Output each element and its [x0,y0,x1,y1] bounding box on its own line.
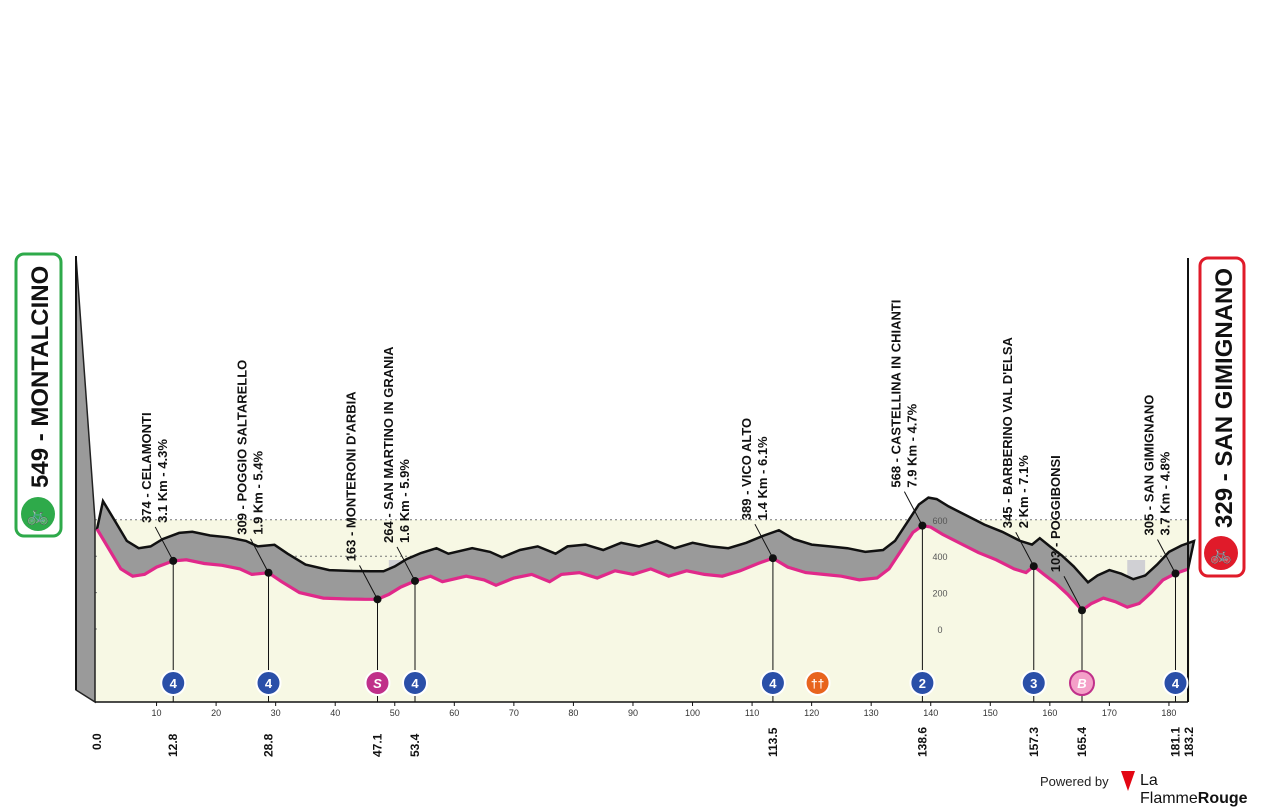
x-tick-label: 50 [390,708,400,718]
x-tick-label: 180 [1161,708,1176,718]
marker-4-badge [1162,670,1189,696]
marker-S-label: S [373,676,382,691]
start-wedge [75,255,96,704]
marker-4-label: 4 [170,676,178,691]
x-tick-label: 110 [745,708,759,718]
point-leader [1063,576,1083,611]
point-leader [1015,531,1035,567]
marker-B-label: B [1077,676,1086,691]
altitude-tick-label: 200 [932,589,947,599]
marker-4-label: 4 [1172,676,1180,691]
marker-4-label: 4 [769,676,777,691]
marker-4-label: 4 [265,676,273,691]
point-leader [359,565,378,600]
finish-box: 329 - SAN GIMIGNANO 🚲 [1198,256,1246,578]
point-km-label: 157.3 [1027,727,1041,757]
marker-2-label: 2 [919,676,926,691]
x-tick-label: 30 [271,708,281,718]
x-tick-label: 120 [804,708,819,718]
marker-3-badge [1020,670,1047,696]
x-tick-label: 80 [568,708,578,718]
x-tick-label: 150 [983,708,998,718]
feed-zone-marker [804,670,831,696]
point-leader [903,491,923,526]
point-name-label: 309 - POGGIO SALTARELLO [235,360,250,535]
fork-knife-icon: †† [811,677,824,691]
marker-3-label: 3 [1030,676,1037,691]
finish-km: 183.2 [1182,727,1196,757]
point-km-label: 138.6 [915,727,929,757]
point-leader [250,538,269,573]
finish-label: 329 - SAN GIMIGNANO [1211,268,1238,528]
marker-2-badge [909,670,936,696]
point-name-label: 163 - MONTERONI D'ARBIA [343,391,358,562]
profile-area [97,525,1188,702]
altitude-tick-label: 400 [932,552,947,562]
cyclist-start-icon [21,497,55,531]
point-detail-label: 2 Km - 7.1% [1016,455,1031,528]
marker-4-badge [759,670,786,696]
marker-4-badge [160,670,187,696]
brand-light: La Flamme [1140,772,1198,807]
x-tick-label: 160 [1042,708,1057,718]
bike-glyph: 🚲 [27,505,49,525]
flamme-rouge-logo-icon [1121,771,1135,791]
marker-S-badge [364,670,391,696]
x-tick-label: 60 [449,708,459,718]
brand-bold: Rouge [1197,790,1248,807]
point-leader [1157,539,1176,574]
route-markers: 4 4 S 4 4 †† 2 3 B 4 [160,670,1189,696]
start-km: 0.0 [90,733,104,750]
marker-4-badge [402,670,429,696]
start-box: 549 - MONTALCINO 🚲 [14,252,63,538]
point-leader [154,526,174,562]
x-tick-label: 140 [923,708,938,718]
point-detail-label: 7.9 Km - 4.7% [904,403,919,487]
point-name-label: 305 - SAN GIMIGNANO [1141,395,1156,536]
altitude-tick-label: 0 [937,625,942,635]
marker-4-label: 4 [411,676,419,691]
start-label: 549 - MONTALCINO [27,266,54,488]
point-name-label: 103 - POGGIBONSI [1048,455,1063,572]
point-km-label: 47.1 [370,733,384,757]
marker-B-badge [1068,670,1095,696]
point-km-label: 165.4 [1075,727,1089,757]
point-detail-label: 3.7 Km - 4.8% [1157,451,1172,535]
point-km-label: 53.4 [408,733,422,757]
x-tick-label: 130 [864,708,879,718]
x-tick-label: 20 [211,708,221,718]
point-name-label: 374 - CELAMONTI [139,412,154,523]
x-axis-ticks: 10 20 30 40 50 60 70 80 90 100 110 120 130 140 150 160 1… [152,702,1176,718]
point-leader [754,523,774,559]
altitude-tick-label: 600 [932,516,947,526]
x-tick-label: 170 [1102,708,1117,718]
marker-4-badge [255,670,282,696]
point-name-label: 568 - CASTELLINA IN CHIANTI [888,300,903,488]
point-km-label: 181.1 [1168,727,1182,757]
point-name-label: 389 - VICO ALTO [739,418,754,520]
point-km-label: 113.5 [766,727,780,757]
x-tick-label: 40 [330,708,340,718]
point-km-label: 28.8 [262,733,276,757]
x-tick-label: 90 [628,708,638,718]
route-points: 12.8 374 - CELAMONTI 3.1 Km - 4.3% 28.8 309 … [139,300,1182,757]
altitude-labels: 600 400 200 0 [932,516,947,635]
brand-name: La FlammeRouge [1140,772,1261,808]
cyclist-finish-icon [1204,536,1238,570]
point-km-label: 12.8 [166,733,180,757]
x-tick-label: 70 [509,708,519,718]
point-name-label: 264 - SAN MARTINO IN GRANIA [381,346,396,543]
powered-by-text: Powered by [1040,774,1109,789]
point-detail-label: 3.1 Km - 4.3% [155,439,170,523]
point-detail-label: 1.6 Km - 5.9% [397,459,412,543]
x-tick-label: 100 [685,708,700,718]
bike-glyph-finish: 🚲 [1210,544,1232,564]
point-name-label: 345 - BARBERINO VAL D'ELSA [1000,336,1015,528]
point-detail-label: 1.9 Km - 5.4% [251,451,266,535]
x-tick-label: 10 [152,708,162,718]
point-leader [396,546,416,582]
point-detail-label: 1.4 Km - 6.1% [755,436,770,520]
